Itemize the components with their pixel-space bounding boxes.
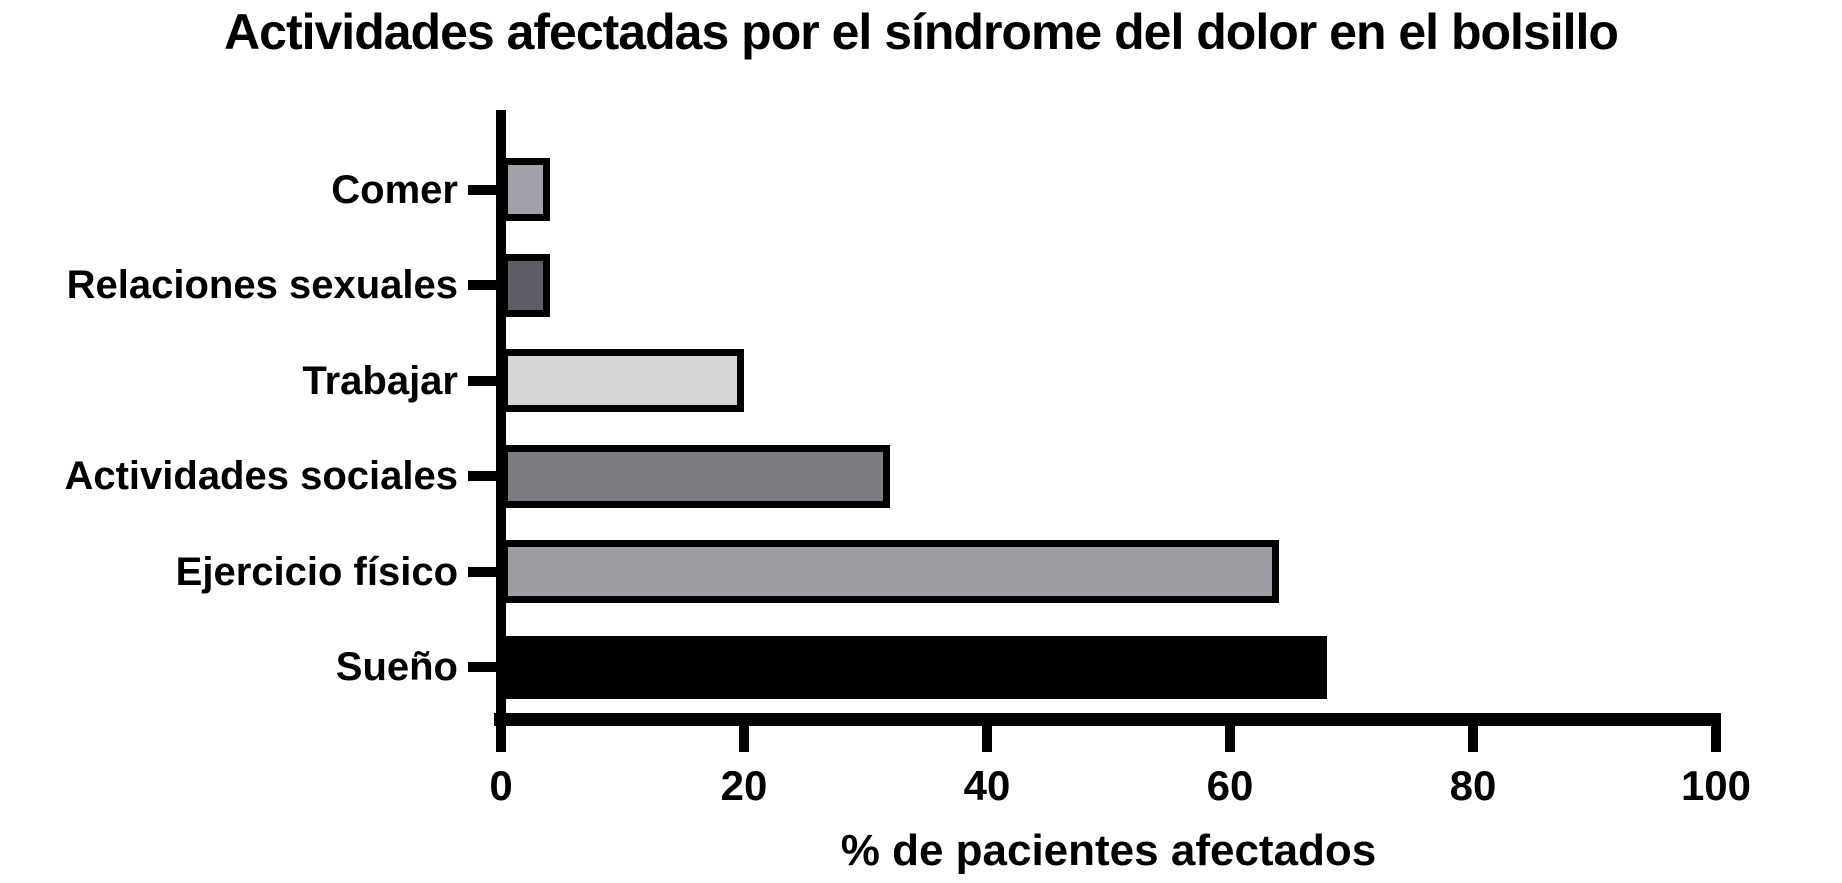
x-tick-label: 40 [963,762,1011,809]
x-tick [982,726,992,752]
category-label-trabajar: Trabajar [302,358,458,403]
y-tick [468,566,496,577]
x-tick [1711,726,1721,752]
y-tick [468,184,496,195]
y-tick [468,375,496,386]
bar-trabajar [501,349,744,412]
category-label-comer: Comer [331,167,458,212]
category-label-sueno: Sueño [335,645,458,689]
bar-comer [501,158,550,221]
x-axis-title: % de pacientes afectados [840,826,1377,875]
x-tick [739,726,749,752]
y-tick [468,662,496,672]
y-axis-line [496,110,506,726]
x-tick-label: 0 [489,762,513,809]
x-tick-label: 60 [1206,762,1254,809]
bar-sueno [501,635,1328,699]
x-tick-label: 100 [1680,762,1752,809]
x-tick-label: 80 [1449,762,1497,809]
x-tick-label: 20 [720,762,768,809]
x-tick [496,726,506,752]
category-label-relaciones-sexuales: Relaciones sexuales [66,263,458,307]
bar-actividades-sociales [501,444,890,508]
category-label-ejercicio-fisico: Ejercicio físico [175,549,458,594]
bar-ejercicio-fisico [501,540,1279,603]
category-label-actividades-sociales: Actividades sociales [64,454,458,498]
plot-area: % de pacientes afectados Comer Relaciones… [64,110,1751,875]
x-axis-line [494,713,1721,726]
chart-title: Actividades afectadas por el síndrome de… [224,4,1619,60]
y-tick [468,280,496,290]
x-tick [1468,726,1478,752]
bar-relaciones-sexuales [501,253,550,317]
x-tick [1225,726,1235,752]
y-tick [468,471,496,481]
